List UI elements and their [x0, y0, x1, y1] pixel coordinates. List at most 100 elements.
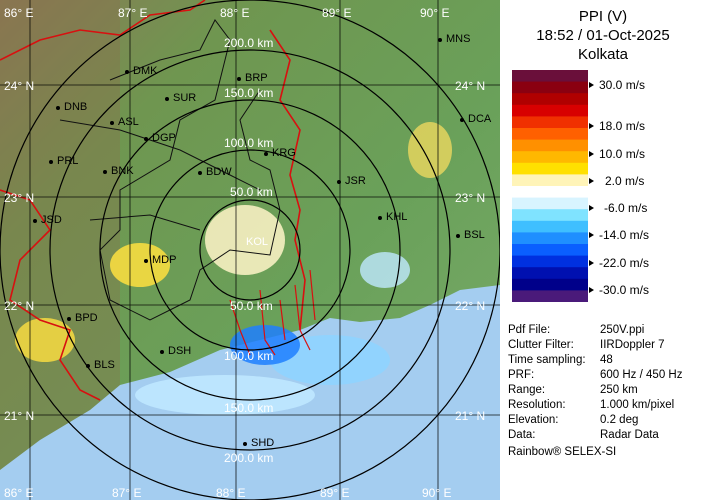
info-value: 1.000 km/pixel	[600, 399, 675, 411]
colorbar-tick	[589, 82, 594, 88]
station-name: Kolkata	[577, 46, 629, 63]
colorbar-swatch	[512, 278, 588, 291]
city-label: BNK	[111, 165, 134, 177]
lon-label: 86° E	[4, 6, 33, 20]
colorbar-tick	[589, 287, 594, 293]
lon-label: 87° E	[118, 6, 147, 20]
colorbar	[512, 70, 588, 302]
info-value: 250V.ppi	[600, 324, 645, 336]
info-value: 0.2 deg	[600, 414, 639, 426]
city-label: MNS	[446, 33, 470, 45]
range-label: 200.0 km	[224, 36, 273, 50]
lat-label: 22° N	[4, 299, 34, 313]
city-label: KOL	[246, 236, 268, 248]
colorbar-swatch	[512, 139, 588, 152]
colorbar-swatch	[512, 197, 588, 210]
colorbar-swatch	[512, 267, 588, 280]
colorbar-swatch	[512, 151, 588, 164]
lon-label: 86° E	[4, 486, 33, 500]
graticule	[0, 0, 500, 500]
city-label: BDW	[206, 166, 232, 178]
range-rings	[0, 0, 500, 500]
lat-label: 21° N	[455, 409, 485, 423]
vendor-footer: Rainbow® SELEX-SI	[508, 446, 617, 458]
colorbar-swatch	[512, 104, 588, 117]
lon-label: 89° E	[320, 486, 349, 500]
legend-panel: PPI (V) 18:52 / 01-Oct-2025 Kolkata 30.0…	[500, 0, 706, 500]
city-label: BLS	[94, 359, 115, 371]
colorbar-swatch	[512, 81, 588, 94]
city-label: MDP	[152, 254, 176, 266]
state-boundary	[0, 0, 306, 401]
info-key: Resolution:	[508, 399, 566, 411]
info-value: IIRDoppler 7	[600, 339, 665, 351]
range-label: 100.0 km	[224, 136, 273, 150]
city-label: SUR	[173, 92, 196, 104]
colorbar-swatch	[512, 162, 588, 175]
colorbar-tick	[589, 205, 594, 211]
colorbar-label: -22.0 m/s	[599, 256, 650, 270]
city-label: PRL	[57, 155, 78, 167]
lon-label: 90° E	[422, 486, 451, 500]
colorbar-label: 30.0 m/s	[599, 78, 646, 92]
colorbar-swatch	[512, 255, 588, 268]
district-boundaries-inner	[59, 119, 261, 231]
lat-label: 22° N	[455, 299, 485, 313]
colorbar-swatch	[512, 290, 588, 302]
city-label: DGP	[152, 132, 176, 144]
info-key: Time sampling:	[508, 354, 586, 366]
info-value: 48	[600, 354, 613, 366]
city-label: KHL	[386, 211, 407, 223]
colorbar-swatch	[512, 128, 588, 141]
colorbar-tick	[589, 178, 594, 184]
city-label: BSL	[464, 229, 485, 241]
range-label: 200.0 km	[224, 451, 273, 465]
info-value: 250 km	[600, 384, 638, 396]
colorbar-swatch	[512, 116, 588, 129]
colorbar-label: 18.0 m/s	[599, 119, 646, 133]
lat-label: 23° N	[455, 191, 485, 205]
info-key: Data:	[508, 429, 536, 441]
colorbar-swatch	[512, 209, 588, 222]
colorbar-swatch	[512, 70, 588, 83]
colorbar-swatch	[512, 174, 588, 187]
range-label: 100.0 km	[224, 349, 273, 363]
range-label: 50.0 km	[230, 185, 273, 199]
info-value: Radar Data	[600, 429, 659, 441]
info-key: PRF:	[508, 369, 535, 381]
city-label: BRP	[245, 72, 268, 84]
range-label: 150.0 km	[224, 401, 273, 415]
colorbar-tick	[589, 260, 594, 266]
info-key: Clutter Filter:	[508, 339, 574, 351]
radar-echoes	[15, 122, 452, 415]
product-time: 18:52 / 01-Oct-2025	[536, 27, 670, 44]
colorbar-tick	[589, 232, 594, 238]
district-boundaries	[99, 19, 281, 321]
lat-label: 24° N	[4, 79, 34, 93]
city-label: BPD	[75, 312, 98, 324]
colorbar-swatch	[512, 232, 588, 245]
lon-label: 88° E	[216, 486, 245, 500]
colorbar-swatch	[512, 93, 588, 106]
delta-rivers	[229, 269, 316, 356]
radar-map[interactable]: 86° E 87° E 88° E 89° E 90° E 86° E 87° …	[0, 0, 500, 500]
colorbar-label: -6.0 m/s	[604, 201, 648, 215]
city-label: KRG	[272, 147, 296, 159]
city-label: SHD	[251, 437, 274, 449]
range-label: 150.0 km	[224, 86, 273, 100]
colorbar-label: 10.0 m/s	[599, 147, 646, 161]
city-label: ASL	[118, 116, 139, 128]
range-label: 50.0 km	[230, 299, 273, 313]
colorbar-label: 2.0 m/s	[605, 174, 645, 188]
info-value: 600 Hz / 450 Hz	[600, 369, 683, 381]
colorbar-swatch	[512, 186, 588, 199]
colorbar-label: -14.0 m/s	[599, 228, 650, 242]
city-label: DSH	[168, 345, 191, 357]
city-label: DNB	[64, 101, 87, 113]
colorbar-swatch	[512, 220, 588, 233]
radar-map-svg: 86° E 87° E 88° E 89° E 90° E 86° E 87° …	[0, 0, 500, 500]
city-label: JSD	[41, 214, 62, 226]
city-label: JSR	[345, 175, 366, 187]
lat-label: 21° N	[4, 409, 34, 423]
colorbar-label: -30.0 m/s	[599, 283, 650, 297]
